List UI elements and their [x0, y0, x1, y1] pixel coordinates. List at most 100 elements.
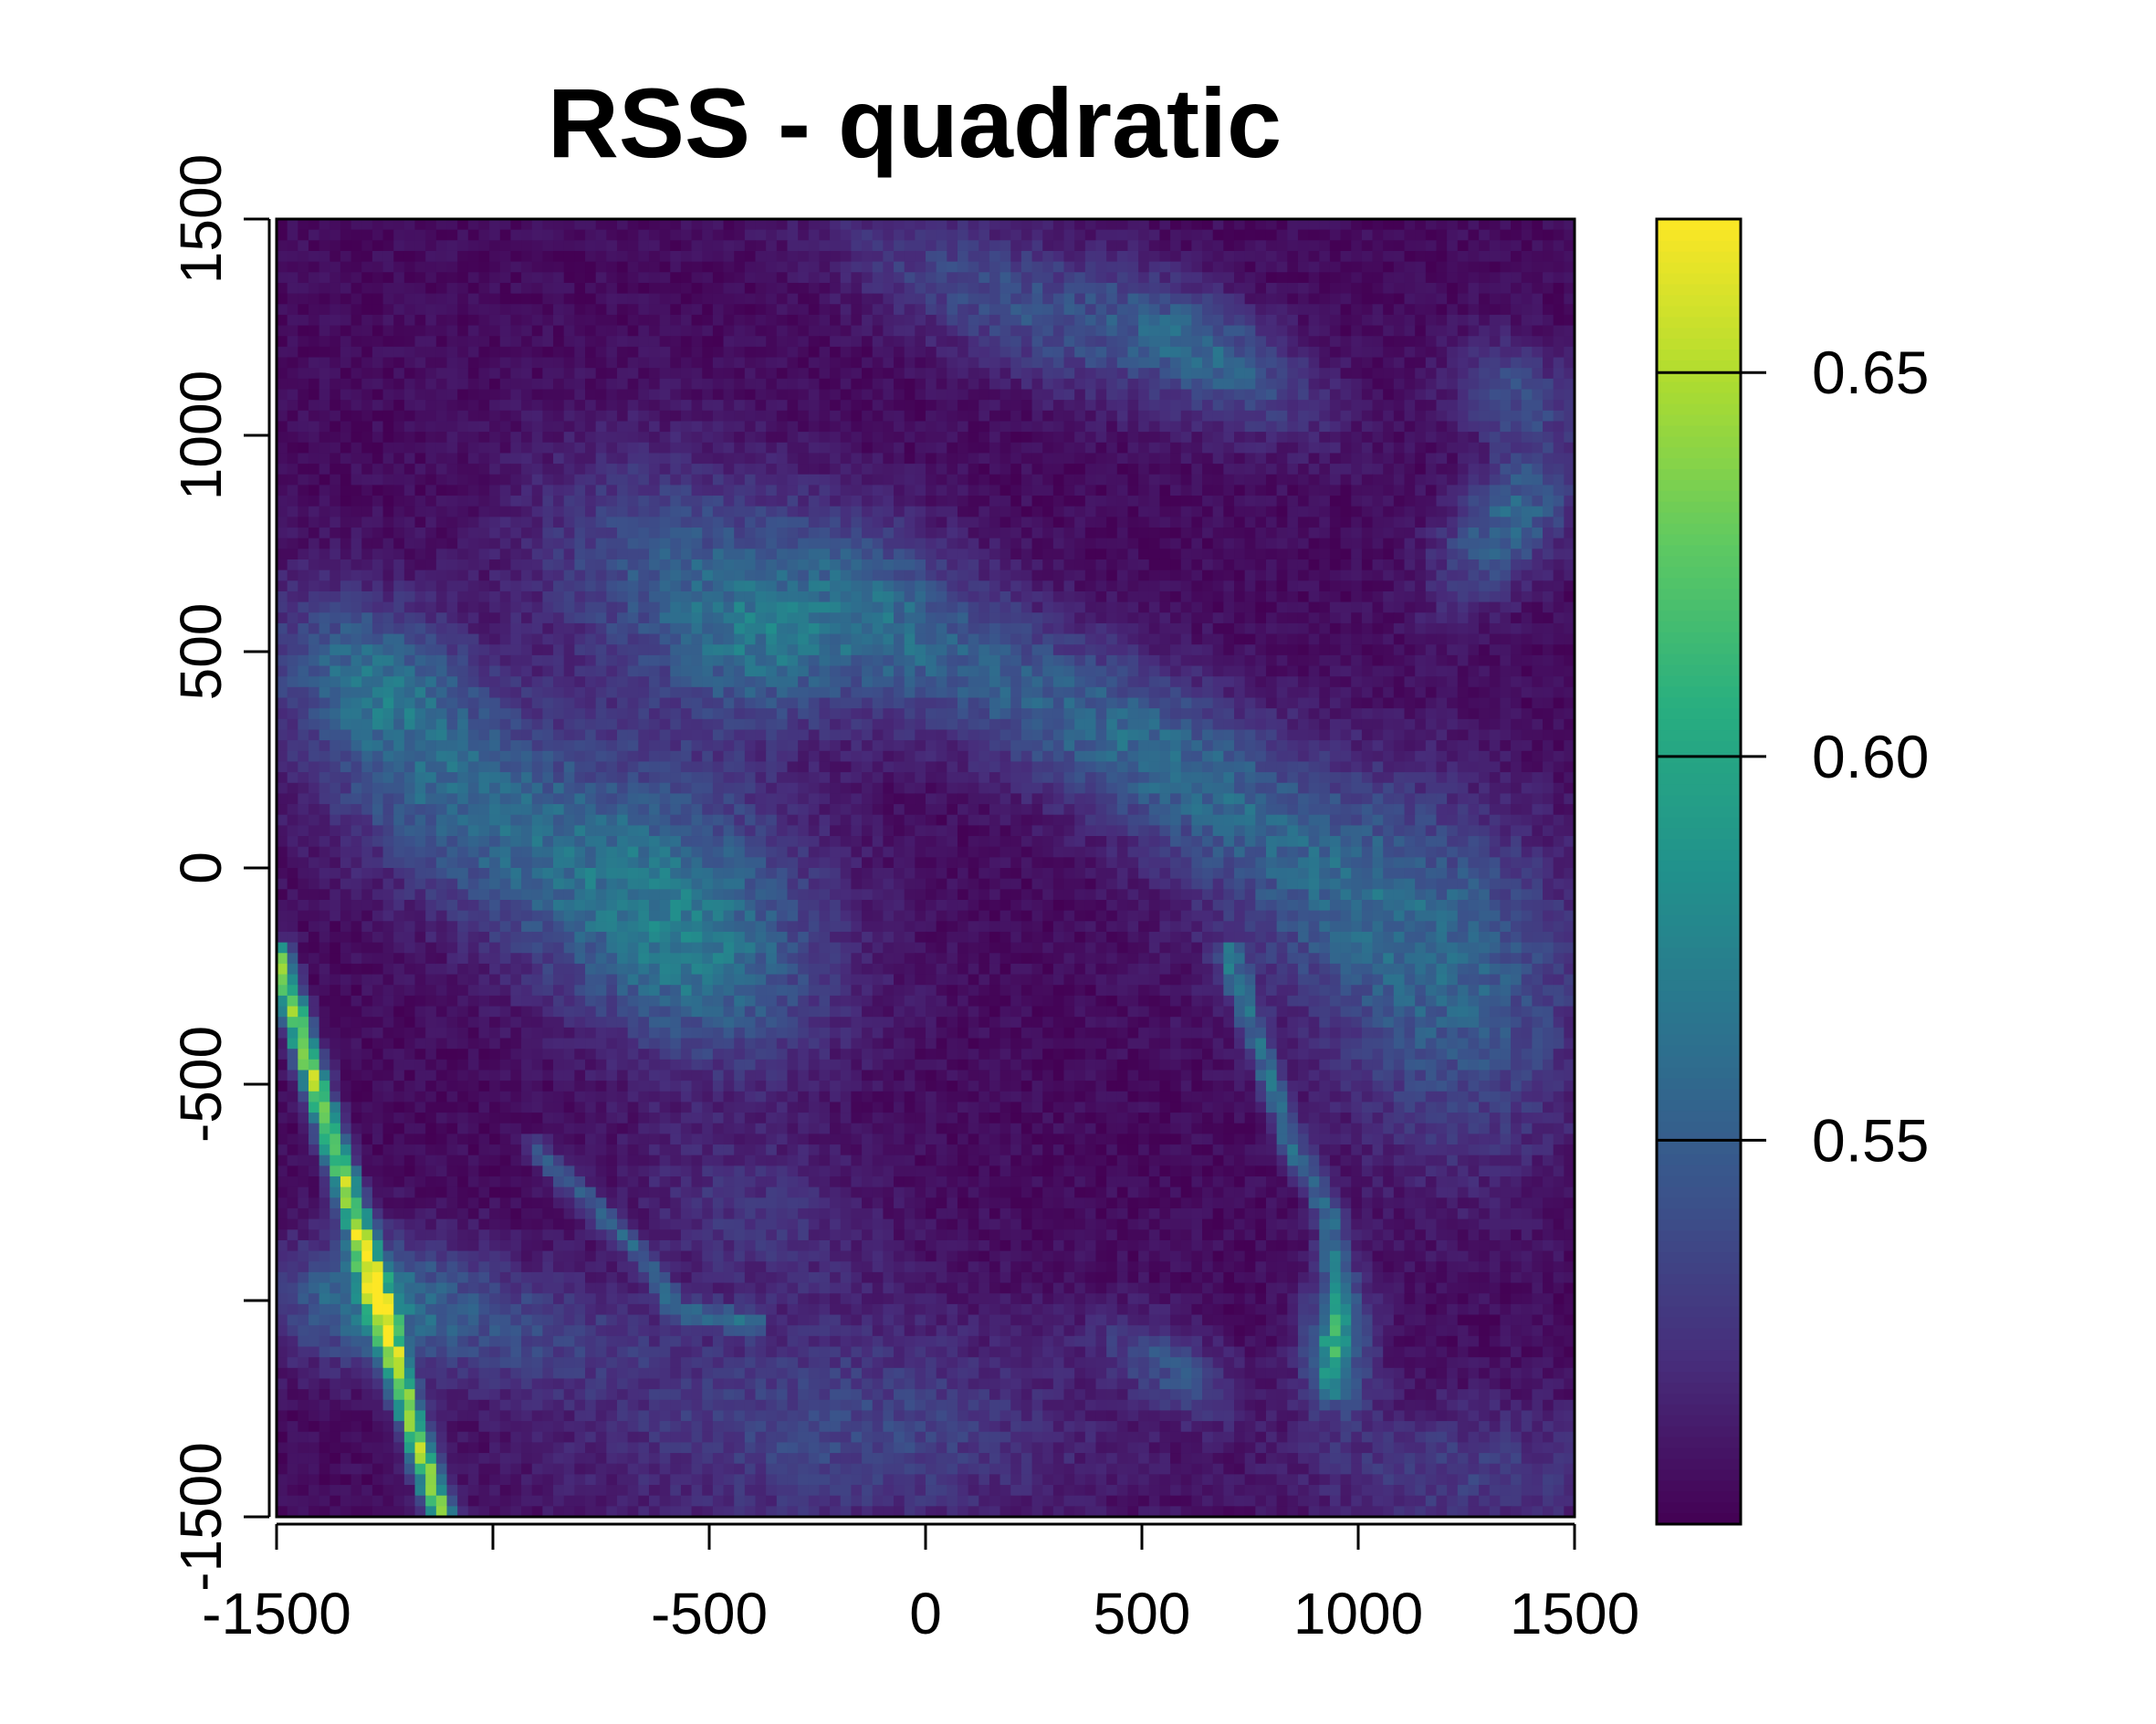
- heatmap-cell: [627, 368, 639, 380]
- heatmap-cell: [808, 389, 821, 401]
- heatmap-cell: [872, 400, 884, 412]
- heatmap-cell: [1202, 421, 1214, 433]
- heatmap-cell: [606, 549, 618, 560]
- heatmap-cell: [298, 410, 309, 423]
- heatmap-cell: [926, 644, 937, 656]
- heatmap-cell: [1425, 612, 1438, 624]
- heatmap-cell: [1265, 378, 1278, 391]
- heatmap-cell: [595, 378, 607, 391]
- heatmap-cell: [1116, 229, 1129, 241]
- heatmap-cell: [1543, 432, 1554, 444]
- heatmap-cell: [1383, 261, 1395, 273]
- heatmap-cell: [1340, 549, 1352, 560]
- heatmap-cell: [798, 538, 810, 549]
- heatmap-cell: [1170, 506, 1182, 517]
- heatmap-cell: [1393, 400, 1406, 412]
- heatmap-cell: [638, 261, 650, 273]
- heatmap-cell: [1063, 569, 1075, 581]
- heatmap-cell: [1234, 612, 1246, 624]
- heatmap-cell: [1052, 421, 1065, 433]
- heatmap-cell: [319, 559, 330, 571]
- heatmap-cell: [372, 633, 384, 645]
- heatmap-cell: [1148, 485, 1161, 496]
- heatmap-cell: [862, 496, 874, 507]
- heatmap-cell: [489, 622, 501, 635]
- heatmap-cell: [1521, 219, 1533, 231]
- heatmap-cell: [1553, 496, 1565, 507]
- heatmap-cell: [467, 590, 480, 603]
- heatmap-cell: [478, 538, 490, 549]
- heatmap-cell: [372, 612, 384, 624]
- heatmap-cell: [1468, 612, 1480, 624]
- heatmap-cell: [1479, 453, 1491, 465]
- heatmap-cell: [361, 346, 373, 359]
- heatmap-cell: [1234, 464, 1246, 475]
- heatmap-cell: [872, 549, 884, 560]
- heatmap-cell: [819, 261, 831, 273]
- heatmap-cell: [340, 378, 352, 391]
- heatmap-cell: [627, 590, 639, 603]
- heatmap-cell: [883, 569, 895, 581]
- heatmap-cell: [670, 506, 682, 517]
- heatmap-cell: [414, 325, 426, 337]
- heatmap-cell: [979, 612, 990, 624]
- heatmap-cell: [787, 378, 799, 391]
- heatmap-cell: [446, 389, 458, 401]
- heatmap-cell: [648, 644, 661, 656]
- heatmap-cell: [702, 528, 714, 539]
- heatmap-cell: [393, 219, 405, 231]
- heatmap-cell: [979, 336, 990, 348]
- heatmap-cell: [585, 549, 597, 560]
- heatmap-cell: [457, 293, 469, 305]
- heatmap-cell: [915, 400, 926, 412]
- heatmap-cell: [638, 506, 650, 517]
- heatmap-cell: [947, 506, 958, 517]
- heatmap-cell: [1393, 219, 1406, 231]
- heatmap-cell: [989, 357, 1001, 369]
- heatmap-cell: [947, 590, 958, 603]
- heatmap-cell: [734, 261, 746, 273]
- heatmap-cell: [808, 528, 821, 539]
- heatmap-cell: [425, 453, 437, 465]
- heatmap-cell: [1372, 293, 1384, 305]
- heatmap-cell: [277, 633, 288, 645]
- heatmap-cell: [1127, 432, 1139, 444]
- heatmap-cell: [638, 496, 650, 507]
- heatmap-cell: [734, 517, 746, 528]
- heatmap-cell: [830, 261, 842, 273]
- heatmap-cell: [957, 346, 969, 359]
- heatmap-cell: [1106, 442, 1118, 455]
- heatmap-cell: [435, 368, 448, 380]
- heatmap-cell: [542, 261, 554, 273]
- heatmap-cell: [1052, 389, 1065, 401]
- heatmap-cell: [1127, 304, 1139, 316]
- heatmap-cell: [1297, 421, 1310, 433]
- heatmap-cell: [319, 357, 330, 369]
- heatmap-cell: [1074, 282, 1086, 295]
- heatmap-cell: [531, 549, 543, 560]
- heatmap-cell: [691, 496, 703, 507]
- heatmap-cell: [627, 304, 639, 316]
- heatmap-cell: [287, 219, 298, 231]
- heatmap-cell: [1457, 485, 1470, 496]
- heatmap-cell: [478, 622, 490, 635]
- heatmap-cell: [1297, 474, 1310, 486]
- heatmap-cell: [531, 272, 543, 284]
- heatmap-cell: [968, 314, 979, 327]
- heatmap-cell: [638, 644, 650, 656]
- heatmap-cell: [277, 261, 288, 273]
- heatmap-cell: [1553, 474, 1565, 486]
- heatmap-cell: [1500, 549, 1512, 560]
- heatmap-cell: [1212, 378, 1224, 391]
- heatmap-cell: [414, 517, 426, 528]
- heatmap-cell: [819, 622, 831, 635]
- heatmap-cell: [393, 612, 405, 624]
- heatmap-cell: [542, 272, 554, 284]
- heatmap-cell: [1489, 633, 1502, 645]
- heatmap-cell: [1020, 219, 1033, 231]
- heatmap-cell: [670, 453, 682, 465]
- heatmap-cell: [351, 325, 362, 337]
- heatmap-cell: [595, 219, 607, 231]
- heatmap-cell: [606, 633, 618, 645]
- heatmap-cell: [627, 517, 639, 528]
